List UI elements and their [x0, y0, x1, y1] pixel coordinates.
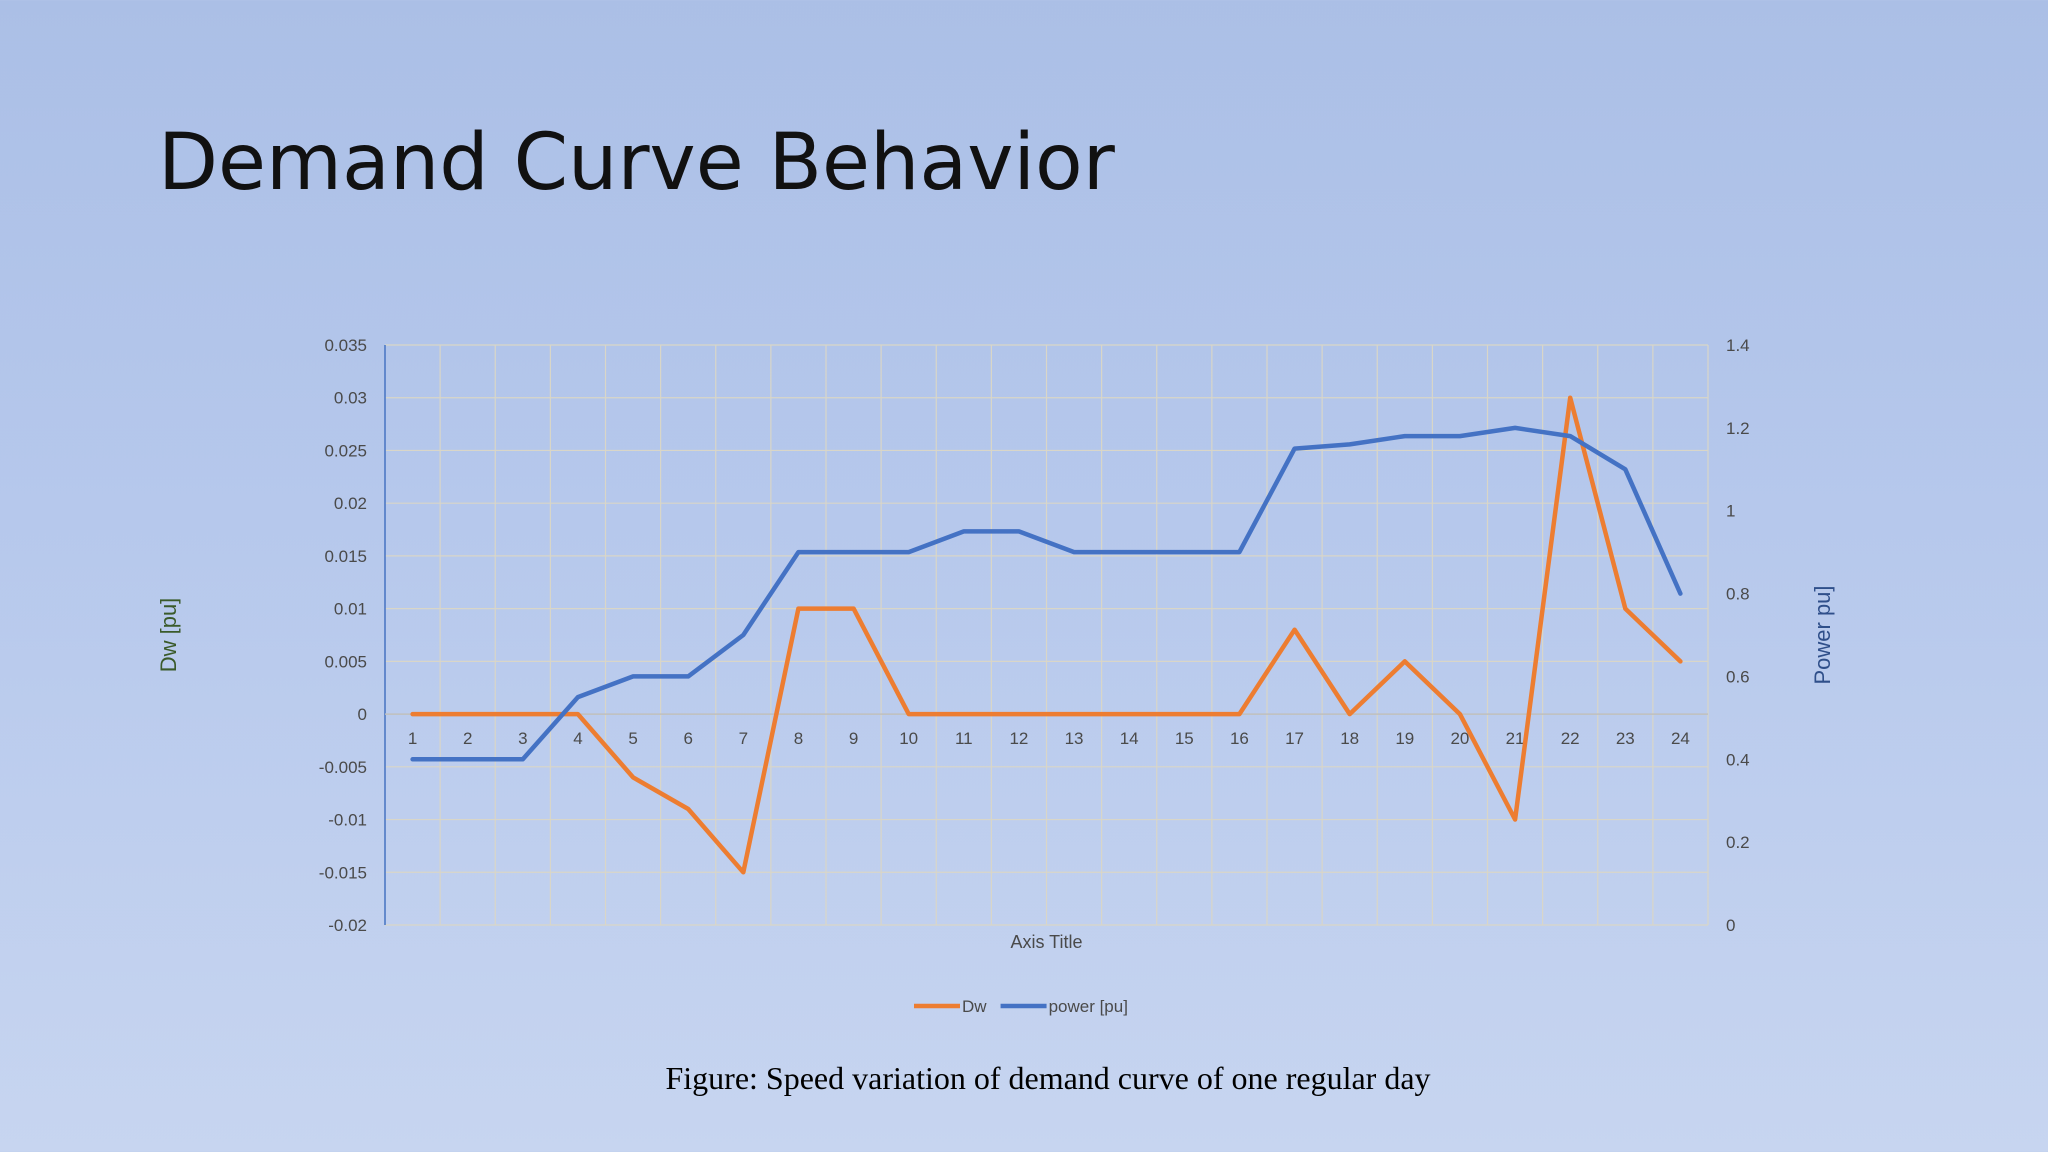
- chart-legend: Dw power [pu]: [914, 997, 1128, 1016]
- legend-label: power [pu]: [1049, 997, 1128, 1016]
- x-tick-label: 22: [1561, 729, 1580, 748]
- x-tick-label: 9: [849, 729, 858, 748]
- left-tick-label: 0.03: [334, 389, 367, 408]
- right-tick-label: 1.4: [1726, 336, 1750, 355]
- left-tick-label: 0.005: [324, 652, 367, 671]
- left-tick-label: -0.01: [328, 811, 367, 830]
- x-tick-label: 14: [1120, 729, 1139, 748]
- left-tick-label: 0.015: [324, 547, 367, 566]
- x-tick-label: 2: [463, 729, 472, 748]
- left-tick-label: 0: [358, 705, 367, 724]
- left-axis-ticks: -0.02 -0.015 -0.01 -0.005 0 0.005 0.01 0.015 0.0…: [319, 336, 367, 935]
- left-tick-label: -0.015: [319, 863, 367, 882]
- y-axis-title-right: Power pu]: [1810, 585, 1835, 684]
- x-tick-label: 23: [1616, 729, 1635, 748]
- right-tick-label: 1.2: [1726, 419, 1750, 438]
- right-tick-label: 0.2: [1726, 833, 1750, 852]
- x-tick-label: 4: [573, 729, 582, 748]
- x-tick-label: 20: [1450, 729, 1469, 748]
- series-line-power-pu-: [410, 425, 1683, 762]
- right-tick-label: 0: [1726, 916, 1735, 935]
- x-tick-label: 15: [1175, 729, 1194, 748]
- right-tick-label: 1: [1726, 502, 1735, 521]
- x-tick-label: 11: [955, 729, 973, 748]
- x-tick-label: 8: [794, 729, 803, 748]
- chart-grid: [384, 344, 1709, 926]
- left-tick-label: -0.02: [328, 916, 367, 935]
- x-axis-ticks: 1 2 3 4 5 6 7 8 9 10 11 12 13 14 15 16 17 18 19 20 21 22 23 24: [408, 729, 1690, 748]
- x-tick-label: 17: [1285, 729, 1304, 748]
- left-tick-label: 0.035: [324, 336, 367, 355]
- x-tick-label: 10: [899, 729, 918, 748]
- left-tick-label: 0.025: [324, 441, 367, 460]
- x-tick-label: 7: [739, 729, 748, 748]
- left-tick-label: -0.005: [319, 758, 367, 777]
- right-axis-ticks: 0 0.2 0.4 0.6 0.8 1 1.2 1.4: [1726, 336, 1750, 935]
- x-tick-label: 19: [1395, 729, 1414, 748]
- x-tick-label: 16: [1230, 729, 1249, 748]
- left-tick-label: 0.01: [334, 600, 367, 619]
- figure-caption: Figure: Speed variation of demand curve …: [665, 1060, 1431, 1096]
- left-tick-label: 0.02: [334, 494, 367, 513]
- x-axis-title: Axis Title: [1010, 932, 1082, 952]
- series-line-dw: [410, 395, 1683, 875]
- x-tick-label: 3: [518, 729, 527, 748]
- x-tick-label: 5: [628, 729, 637, 748]
- right-tick-label: 0.4: [1726, 750, 1750, 769]
- x-tick-label: 24: [1671, 729, 1690, 748]
- x-tick-label: 21: [1506, 729, 1525, 748]
- right-tick-label: 0.6: [1726, 667, 1750, 686]
- legend-label: Dw: [962, 997, 987, 1016]
- slide-title: Demand Curve Behavior: [158, 118, 1115, 208]
- x-tick-label: 18: [1340, 729, 1359, 748]
- right-tick-label: 0.8: [1726, 585, 1750, 604]
- x-tick-label: 1: [408, 729, 417, 748]
- x-tick-label: 6: [683, 729, 692, 748]
- x-tick-label: 13: [1065, 729, 1084, 748]
- x-tick-label: 12: [1009, 729, 1028, 748]
- y-axis-title-left: Dw [pu]: [156, 598, 181, 673]
- series-lines: [410, 395, 1683, 875]
